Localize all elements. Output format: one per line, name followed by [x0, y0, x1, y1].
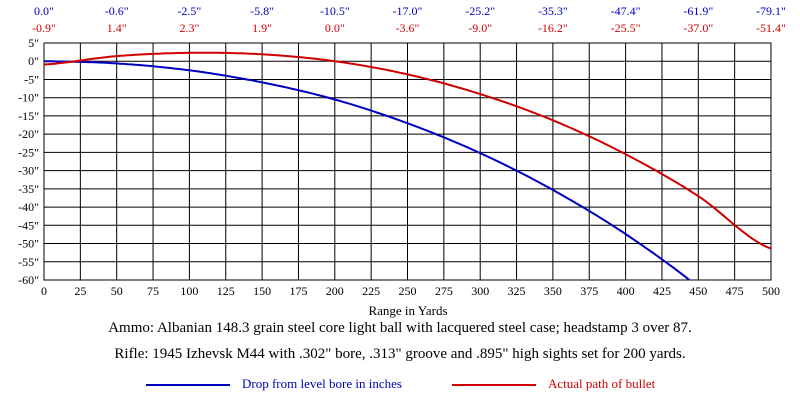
- path-value-label-3: 1.9": [252, 21, 272, 35]
- x-tick-label-15: 375: [580, 284, 598, 298]
- legend-item-drop: Drop from level bore in inches: [146, 376, 446, 394]
- legend-swatch-drop: [146, 384, 230, 386]
- y-tick-label-13: -60": [18, 273, 39, 287]
- path-value-label-7: -16.2": [538, 21, 568, 35]
- path-value-label-10: -51.4": [756, 21, 786, 35]
- drop-value-label-7: -35.3": [538, 4, 568, 18]
- legend-item-path: Actual path of bullet: [452, 376, 692, 394]
- x-tick-label-19: 475: [726, 284, 744, 298]
- series-line-0: [44, 60, 692, 280]
- x-tick-label-13: 325: [508, 284, 526, 298]
- axis-tick-labels: 0 25 50 75 100 125 150 175 200 225 250 275 300 325 350…: [18, 36, 780, 298]
- rifle-note: Rifle: 1945 Izhevsk M44 with .302" bore,…: [114, 346, 686, 362]
- x-tick-label-12: 300: [471, 284, 489, 298]
- drop-value-label-1: -0.6": [105, 4, 129, 18]
- drop-value-label-10: -79.1": [756, 4, 786, 18]
- x-tick-label-18: 450: [689, 284, 707, 298]
- drop-value-label-2: -2.5": [177, 4, 201, 18]
- y-tick-label-5: -20": [18, 127, 39, 141]
- drop-value-label-9: -61.9": [683, 4, 713, 18]
- x-tick-label-1: 25: [74, 284, 86, 298]
- chart-svg: 0.0" -0.9" -0.6" 1.4" -2.5" 2.3" -5.8" 1.9" -10.…: [18, 4, 786, 318]
- x-tick-label-10: 250: [399, 284, 417, 298]
- y-tick-label-9: -40": [18, 200, 39, 214]
- x-tick-label-20: 500: [762, 284, 780, 298]
- x-tick-label-3: 75: [147, 284, 159, 298]
- path-value-label-1: 1.4": [107, 21, 127, 35]
- series-line-1: [44, 51, 771, 250]
- path-value-label-4: 0.0": [325, 21, 345, 35]
- x-tick-label-2: 50: [111, 284, 123, 298]
- x-tick-label-16: 400: [617, 284, 635, 298]
- series-layer: [44, 51, 771, 280]
- path-value-label-0: -0.9": [32, 21, 56, 35]
- drop-value-label-0: 0.0": [34, 4, 54, 18]
- x-tick-label-0: 0: [41, 284, 47, 298]
- drop-value-label-8: -47.4": [611, 4, 641, 18]
- drop-value-label-3: -5.8": [250, 4, 274, 18]
- legend-label-path: Actual path of bullet: [548, 376, 656, 391]
- drop-value-label-4: -10.5": [320, 4, 350, 18]
- y-tick-label-12: -55": [18, 255, 39, 269]
- x-tick-label-4: 100: [180, 284, 198, 298]
- drop-value-label-6: -25.2": [465, 4, 495, 18]
- path-value-label-9: -37.0": [683, 21, 713, 35]
- x-axis-label: Range in Yards: [368, 303, 447, 318]
- y-tick-label-8: -35": [18, 182, 39, 196]
- y-tick-label-6: -25": [18, 145, 39, 159]
- y-tick-label-1: 0": [28, 54, 39, 68]
- legend-swatch-path: [452, 384, 536, 386]
- y-tick-label-10: -45": [18, 218, 39, 232]
- y-tick-label-2: -5": [24, 72, 39, 86]
- x-tick-label-17: 425: [653, 284, 671, 298]
- legend-label-drop: Drop from level bore in inches: [242, 376, 402, 391]
- y-tick-label-0: 5": [28, 36, 39, 50]
- y-tick-label-3: -10": [18, 91, 39, 105]
- x-tick-label-6: 150: [253, 284, 271, 298]
- drop-value-label-5: -17.0": [393, 4, 423, 18]
- path-value-label-6: -9.0": [468, 21, 492, 35]
- x-tick-label-7: 175: [289, 284, 307, 298]
- x-tick-label-5: 125: [217, 284, 235, 298]
- path-value-label-8: -25.5": [611, 21, 641, 35]
- grid-lines: [43, 42, 772, 281]
- x-tick-label-11: 275: [435, 284, 453, 298]
- x-tick-label-14: 350: [544, 284, 562, 298]
- y-tick-label-4: -15": [18, 109, 39, 123]
- y-tick-label-11: -50": [18, 237, 39, 251]
- path-value-label-2: 2.3": [179, 21, 199, 35]
- top-value-rows: 0.0" -0.9" -0.6" 1.4" -2.5" 2.3" -5.8" 1.9" -10.…: [32, 4, 786, 35]
- path-value-label-5: -3.6": [396, 21, 420, 35]
- x-tick-label-8: 200: [326, 284, 344, 298]
- y-tick-label-7: -30": [18, 164, 39, 178]
- ammo-note: Ammo: Albanian 148.3 grain steel core li…: [108, 320, 692, 336]
- x-tick-label-9: 225: [362, 284, 380, 298]
